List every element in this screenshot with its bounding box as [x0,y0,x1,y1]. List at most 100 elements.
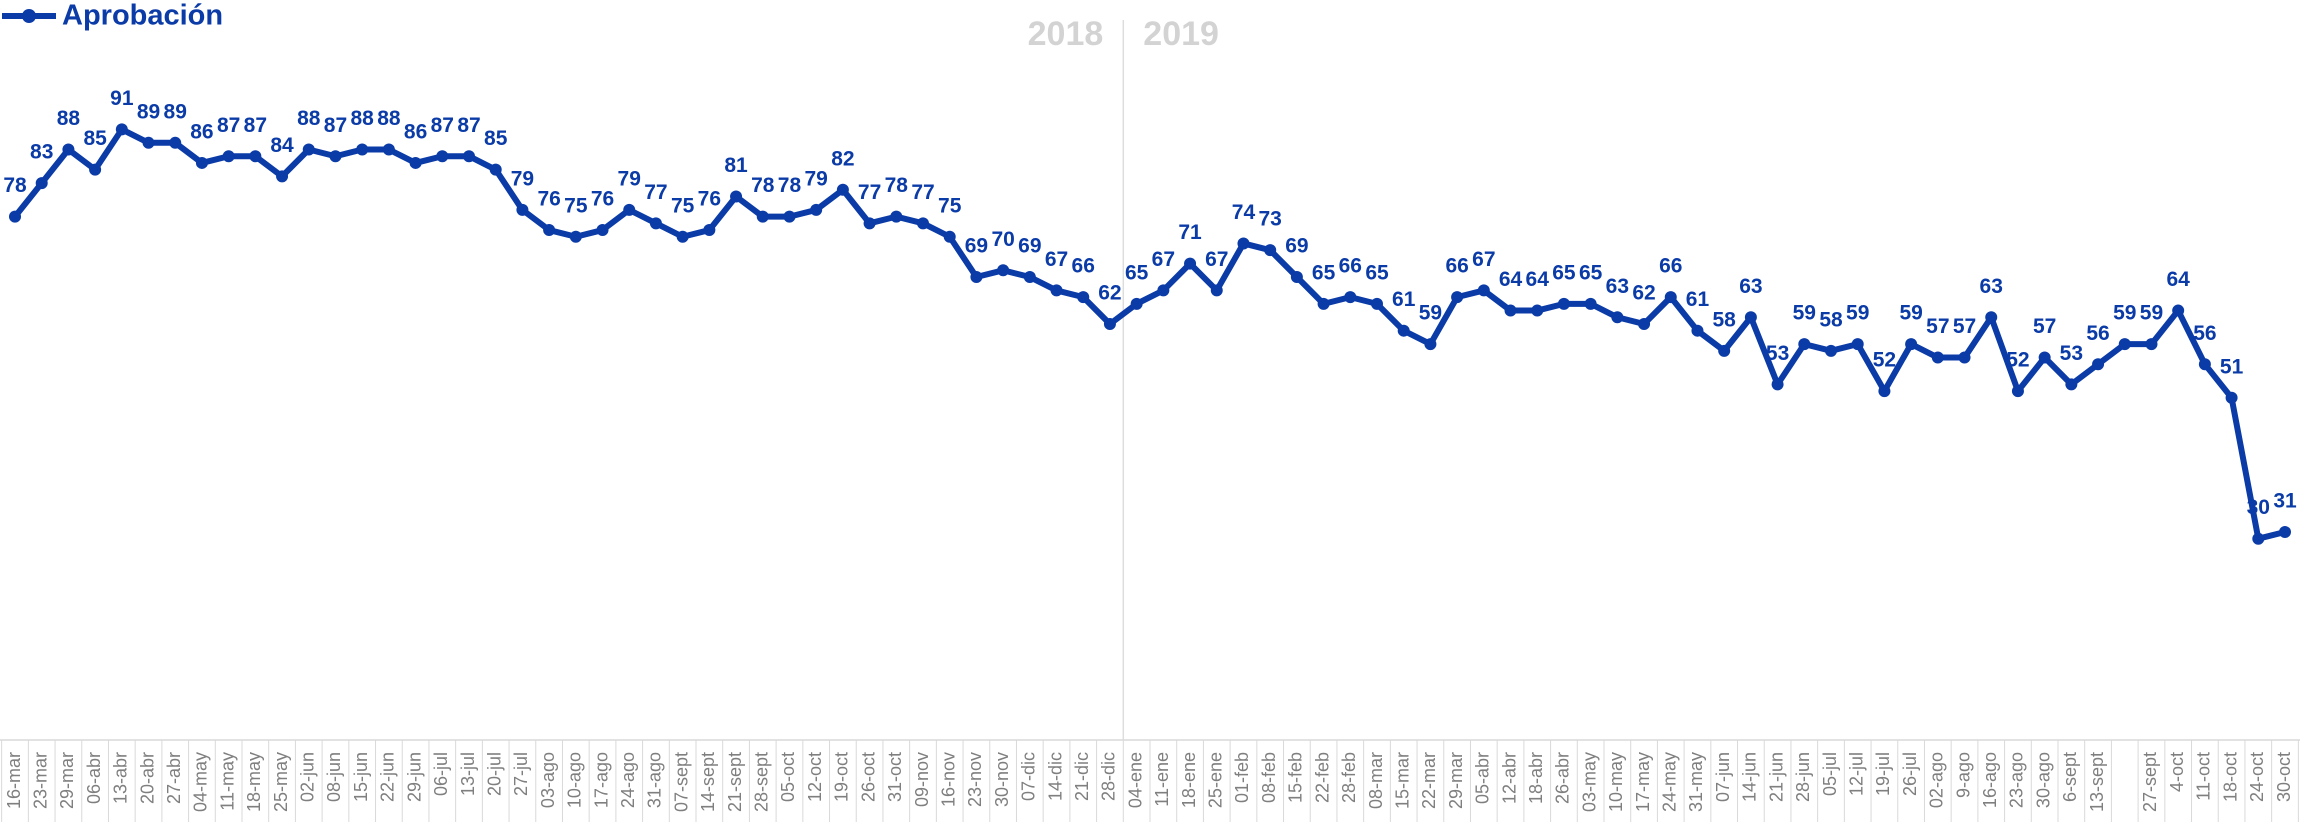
x-tick-label: 07-sept [671,752,691,812]
point [1451,291,1464,304]
x-tick-label: 07-jun [1713,752,1733,802]
point [943,230,956,243]
x-tick-label: 18-ene [1179,752,1199,808]
data-label: 57 [1926,315,1949,338]
data-label: 67 [1152,248,1175,271]
data-label: 63 [1606,275,1629,298]
x-tick-label: 28-sept [752,752,772,812]
point [1771,378,1784,391]
data-label: 61 [1392,288,1416,311]
data-label: 84 [270,134,294,157]
data-label: 86 [190,120,213,143]
x-tick-label: 28-feb [1339,752,1359,803]
x-tick-label: 13-sept [2087,752,2107,812]
x-tick-label: 27-sept [2140,752,2160,812]
point [2118,338,2131,351]
point [2172,304,2185,317]
x-tick-label: 06-abr [84,752,104,804]
point [2011,385,2024,398]
x-tick-label: 13-jul [458,752,478,796]
point [2225,391,2238,404]
data-label: 67 [1472,248,1495,271]
point [1477,284,1490,297]
data-label: 61 [1686,288,1710,311]
point [2038,351,2051,364]
x-tick-label: 01-feb [1232,752,1252,803]
x-tick-label: 11-may [217,752,237,811]
data-label: 52 [1873,349,1896,372]
data-label: 86 [404,120,427,143]
point [917,217,929,230]
data-label: 31 [2273,490,2297,513]
data-label: 58 [1712,308,1736,331]
data-label: 64 [1526,268,1550,291]
data-label: 77 [858,181,881,204]
x-tick-label: 30-nov [992,752,1012,807]
x-tick-label: 03-may [1579,752,1599,812]
point [115,123,128,136]
data-label: 82 [831,147,854,170]
point [35,177,48,190]
point [1851,338,1864,351]
data-label: 57 [2033,315,2056,338]
x-tick-label: 4-oct [2167,752,2187,792]
point [543,224,556,237]
data-label: 81 [724,154,748,177]
x-tick-label: 08-feb [1259,752,1279,803]
x-tick-label: 31-may [1686,752,1706,812]
data-label: 87 [457,114,480,137]
point [756,210,769,223]
point [2092,358,2105,371]
x-tick-label: 05-jul [1820,752,1840,796]
data-label: 65 [1125,261,1149,284]
data-label: 78 [751,174,775,197]
x-tick-label: 29-mar [57,752,77,809]
point [1985,311,1998,324]
x-tick-label: 09-nov [912,752,932,807]
x-tick-label: 27-abr [164,752,184,804]
point [409,156,422,169]
point [2252,532,2265,545]
x-tick-label: 31-ago [645,752,665,808]
point [89,163,102,176]
point [436,150,449,163]
data-label: 58 [1819,308,1843,331]
data-label: 65 [1579,261,1603,284]
point [356,143,369,156]
x-tick-label: 29-mar [1446,752,1466,809]
x-tick-label: 15-mar [1392,752,1412,809]
point [1077,291,1090,304]
point [2065,378,2078,391]
point [1691,324,1704,337]
data-label: 78 [3,174,27,197]
point [1664,291,1677,304]
x-tick-label: 12-oct [805,752,825,802]
data-label: 88 [377,107,401,130]
data-label: 52 [2006,349,2029,372]
point [276,170,289,183]
data-label: 51 [2220,355,2244,378]
point [1958,351,1971,364]
point [1878,385,1891,398]
data-label: 59 [1899,302,1922,325]
data-label: 71 [1178,221,1202,244]
x-tick-label: 22-jun [378,752,398,802]
x-tick-label: 27-jul [511,752,531,796]
point [1557,297,1570,310]
data-label: 66 [1339,255,1362,278]
x-tick-label: 14-sept [698,752,718,812]
point [1798,338,1811,351]
x-tick-label: 04-may [191,752,211,812]
data-label: 79 [618,167,641,190]
x-tick-label: 13-abr [111,752,131,804]
data-label: 57 [1953,315,1976,338]
point [382,143,395,156]
point [649,217,662,230]
x-tick-label: 22-mar [1419,752,1439,809]
point [836,183,849,196]
x-tick-label: 23-mar [30,752,50,809]
point [1504,304,1517,317]
data-label: 79 [511,167,534,190]
data-label: 77 [911,181,934,204]
x-tick-label: 20-abr [137,752,157,804]
